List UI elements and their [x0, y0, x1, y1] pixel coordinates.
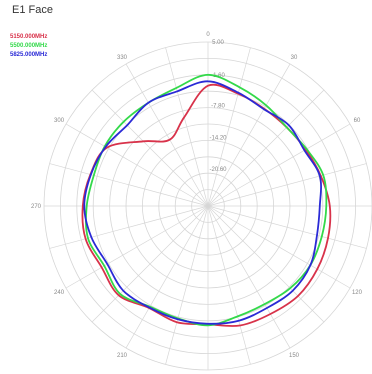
grid-spoke: [165, 47, 209, 207]
grid-spoke: [207, 205, 251, 365]
grid-spoke: [125, 205, 209, 349]
legend-item-2: 5500.000MHz: [10, 43, 48, 49]
series-line-2: [85, 73, 328, 327]
grid-spoke: [207, 123, 351, 207]
grid-spoke: [207, 63, 291, 207]
grid-spoke: [207, 205, 325, 323]
angle-tick-label: 150: [289, 353, 300, 359]
grid-spoke: [165, 205, 209, 365]
grid-spoke: [65, 123, 209, 207]
angle-tick-label: 270: [31, 204, 42, 210]
angle-tick-label: 0: [206, 32, 210, 38]
angle-tick-label: 300: [54, 118, 65, 124]
series-line-3: [83, 80, 322, 325]
angle-tick-label: 240: [54, 290, 65, 296]
grid-spoke: [49, 205, 209, 249]
grid-spoke: [65, 205, 209, 289]
legend-item-1: 5150.000MHz: [10, 34, 48, 40]
grid-spoke: [207, 205, 351, 289]
grid-spoke: [91, 89, 209, 207]
radial-tick-label: -14.20: [209, 135, 227, 141]
grid-spoke: [125, 63, 209, 207]
grid-spoke: [91, 205, 209, 323]
radial-tick-label: 5.00: [212, 40, 224, 46]
chart-title: E1 Face: [12, 4, 53, 16]
angle-tick-label: 210: [117, 353, 128, 359]
grid-spoke: [207, 163, 367, 207]
angle-tick-label: 60: [354, 118, 361, 124]
radial-tick-label: -20.60: [209, 167, 227, 173]
angle-tick-label: 330: [117, 55, 128, 61]
grid-spoke: [207, 47, 251, 207]
grid-spoke: [207, 205, 367, 249]
grid-spoke: [207, 205, 291, 349]
grid-spoke: [207, 89, 325, 207]
angle-tick-label: 120: [352, 290, 363, 296]
radial-tick-label: -7.80: [211, 104, 225, 110]
grid-spoke: [49, 163, 209, 207]
legend: 5150.000MHz 5500.000MHz 5825.000MHz: [10, 33, 47, 60]
legend-item-3: 5825.000MHz: [10, 52, 48, 58]
angle-tick-label: 30: [291, 55, 298, 61]
